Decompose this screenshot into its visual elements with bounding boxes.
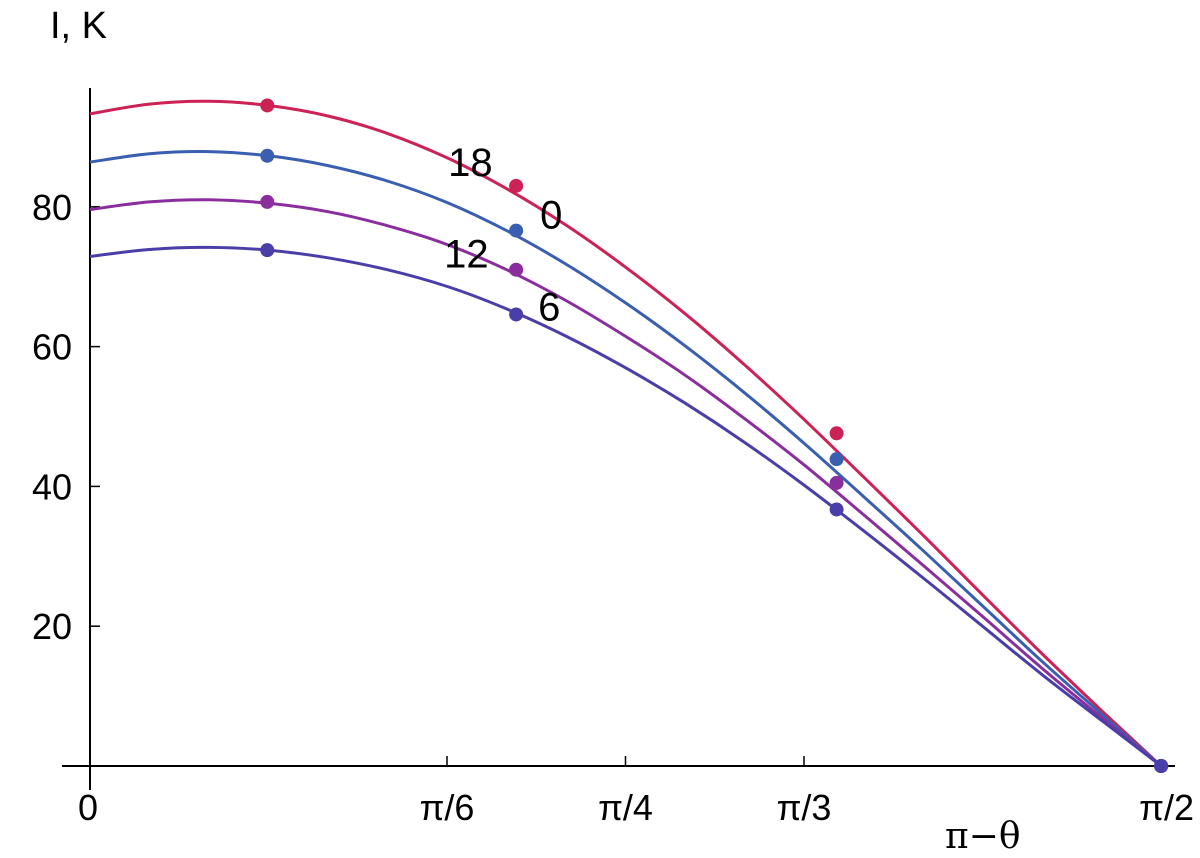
- y-ticks: 20 40 60 80: [32, 187, 100, 647]
- x-tick-label: π/6: [420, 787, 475, 828]
- series-label-18: 18: [448, 141, 493, 185]
- series-label-12: 12: [444, 233, 489, 277]
- data-point-12: [509, 262, 524, 277]
- data-point-0: [509, 223, 524, 238]
- series-labels: 18 0 12 6: [444, 141, 562, 330]
- x-tick-label: π/4: [598, 787, 653, 828]
- data-point-6: [509, 307, 524, 322]
- data-point-0: [260, 148, 275, 163]
- series-label-6: 6: [538, 285, 560, 329]
- data-point-18: [260, 98, 275, 113]
- y-tick-label: 80: [32, 187, 72, 228]
- data-point-18: [509, 178, 524, 193]
- y-tick-label: 40: [32, 466, 72, 507]
- series-line-6: [89, 245, 1163, 768]
- data-point-18: [829, 426, 844, 441]
- data-point-6: [260, 243, 275, 258]
- x-tick-label: π/2: [1139, 787, 1194, 828]
- series-line-0: [89, 150, 1163, 768]
- data-point-0: [829, 452, 844, 467]
- x-ticks: 0 π/6 π/4 π/3 π/2: [78, 756, 1194, 828]
- series-label-0: 0: [540, 194, 562, 238]
- x-tick-label: π/3: [777, 787, 832, 828]
- series-curves: [89, 99, 1163, 768]
- y-axis-title: I, K: [50, 5, 107, 47]
- series-line-18: [89, 99, 1163, 768]
- x-tick-label: 0: [78, 787, 98, 828]
- data-point-6: [1154, 759, 1169, 773]
- series-line-12: [89, 198, 1163, 768]
- y-tick-label: 20: [32, 606, 72, 647]
- x-axis-title: π−θ: [945, 816, 1021, 857]
- data-point-6: [829, 502, 844, 517]
- data-point-12: [260, 194, 275, 209]
- data-point-12: [829, 475, 844, 490]
- y-tick-label: 60: [32, 327, 72, 368]
- series-markers: [260, 98, 1169, 773]
